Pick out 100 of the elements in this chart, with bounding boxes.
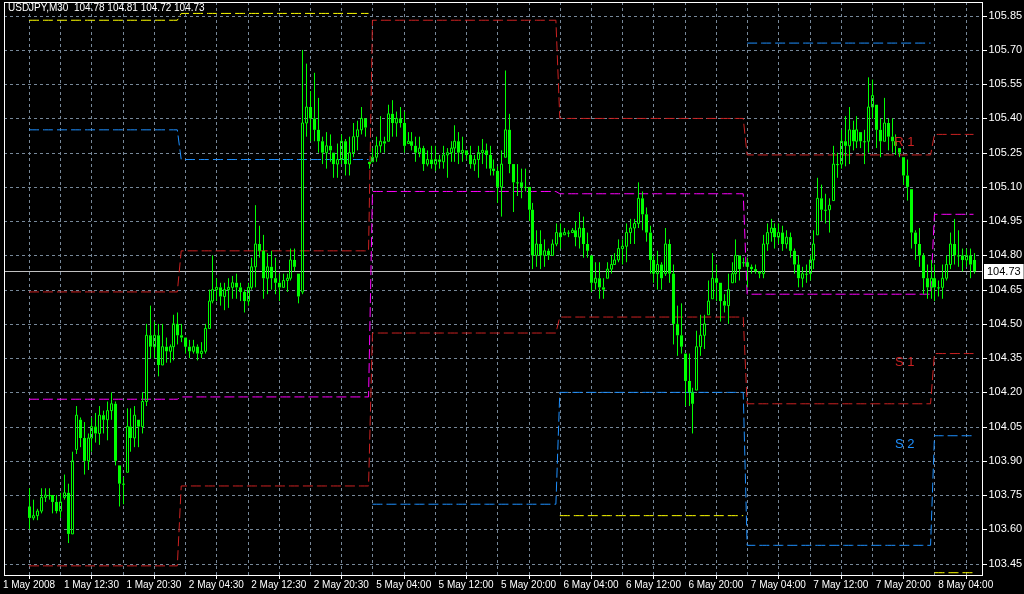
candlestick — [777, 222, 780, 245]
candlestick — [512, 164, 515, 213]
candlestick — [399, 106, 402, 129]
candlestick — [906, 159, 909, 202]
candlestick — [274, 257, 277, 295]
candlestick — [340, 133, 343, 165]
candlestick — [485, 143, 488, 170]
candlestick — [403, 111, 406, 154]
x-tick-label: 6 May 20:00 — [688, 578, 744, 590]
candlestick — [453, 124, 456, 163]
candlestick — [40, 487, 43, 514]
x-tick-label: 1 May 12:30 — [63, 578, 120, 590]
candlestick — [243, 289, 246, 313]
candlestick — [543, 238, 546, 268]
y-tick-label: 105.40 — [988, 111, 1023, 124]
y-tick-label: 104.20 — [988, 385, 1023, 398]
candlestick — [157, 323, 160, 377]
candlestick — [106, 401, 109, 441]
candlestick — [668, 238, 671, 284]
candlestick — [574, 220, 577, 247]
candlestick — [122, 476, 125, 505]
candlestick — [840, 129, 843, 170]
y-tick-label: 103.60 — [988, 522, 1023, 535]
candlestick — [172, 314, 175, 361]
candlestick — [922, 252, 925, 295]
candlestick — [55, 494, 58, 514]
candlestick — [645, 206, 648, 243]
candlestick — [805, 264, 808, 284]
candlestick — [161, 323, 164, 366]
candlestick — [746, 257, 749, 288]
candlestick — [32, 499, 35, 521]
candlestick — [641, 190, 644, 231]
candlestick — [98, 405, 101, 446]
candlestick — [301, 49, 304, 295]
y-tick-label: 104.65 — [988, 282, 1023, 295]
candlestick — [262, 234, 265, 300]
candlestick — [180, 323, 183, 343]
candlestick — [309, 90, 312, 142]
x-tick-label: 1 May 20:30 — [126, 578, 182, 590]
candlestick — [426, 149, 429, 167]
candlestick — [973, 252, 976, 275]
candlestick — [28, 487, 31, 530]
candlestick — [680, 302, 683, 355]
candlestick — [364, 118, 367, 138]
candlestick — [676, 305, 679, 357]
candlestick — [270, 250, 273, 291]
candlestick — [457, 131, 460, 165]
candlestick — [617, 238, 620, 263]
x-tick-label: 5 May 04:00 — [376, 578, 432, 590]
candlestick — [785, 229, 788, 250]
candlestick — [684, 353, 687, 407]
x-tick-label: 7 May 04:00 — [750, 578, 807, 590]
candlestick — [223, 282, 226, 311]
candlestick — [133, 405, 136, 448]
y-tick-label: 104.05 — [988, 419, 1023, 432]
candlestick — [824, 193, 827, 224]
candlestick — [336, 143, 339, 179]
candlestick — [395, 111, 398, 138]
candlestick — [695, 330, 698, 391]
candlestick — [656, 250, 659, 291]
candlestick — [789, 232, 792, 259]
candlestick — [883, 97, 886, 142]
x-tick-label: 6 May 12:00 — [625, 578, 682, 590]
candlestick — [793, 248, 796, 275]
x-tick-label: 2 May 20:30 — [313, 578, 370, 590]
candlestick — [887, 117, 890, 151]
candlestick — [957, 229, 960, 268]
candlestick — [313, 72, 316, 142]
candlestick — [828, 197, 831, 234]
candlestick — [844, 115, 847, 167]
candlestick — [356, 120, 359, 151]
candlestick — [664, 227, 667, 277]
candlestick — [266, 252, 269, 295]
candlestick — [715, 264, 718, 302]
candlestick — [176, 311, 179, 345]
candlestick — [239, 282, 242, 302]
x-tick-label: 2 May 04:30 — [188, 578, 245, 590]
candlestick — [902, 157, 905, 186]
candlestick — [933, 264, 936, 302]
y-tick-label: 104.50 — [988, 316, 1023, 329]
candlestick — [126, 407, 129, 473]
candlestick — [637, 181, 640, 229]
candlestick — [539, 229, 542, 270]
x-tick-label: 5 May 20:00 — [501, 578, 557, 590]
candlestick — [446, 147, 449, 179]
candlestick — [926, 264, 929, 300]
line-series — [28, 19, 974, 293]
x-tick-label: 7 May 20:00 — [875, 578, 932, 590]
candlestick — [738, 255, 741, 282]
candlestick — [496, 165, 499, 204]
candlestick — [196, 343, 199, 361]
candlestick — [325, 131, 328, 170]
candlestick — [586, 232, 589, 259]
y-tick-label: 105.70 — [988, 42, 1023, 55]
candlestick — [360, 106, 363, 135]
candlestick — [910, 189, 913, 250]
candlestick — [465, 150, 468, 161]
y-tick-label: 103.45 — [988, 556, 1023, 569]
x-tick-label: 5 May 12:00 — [438, 578, 495, 590]
candlestick — [231, 275, 234, 300]
